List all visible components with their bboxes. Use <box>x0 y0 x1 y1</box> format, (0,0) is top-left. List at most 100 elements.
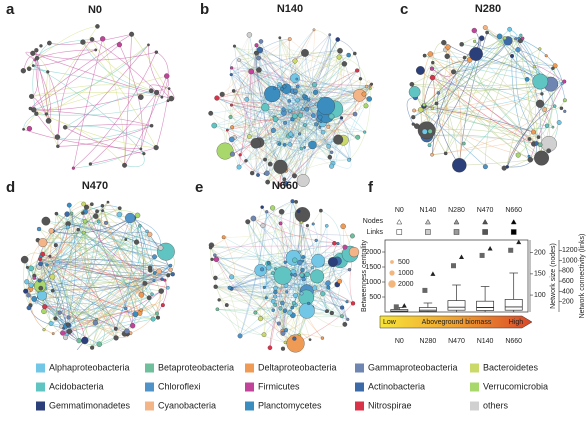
node <box>515 47 521 53</box>
node <box>310 269 325 284</box>
edge <box>224 34 250 152</box>
edge <box>231 288 328 312</box>
node <box>340 223 346 230</box>
edge <box>210 245 345 248</box>
edge <box>44 302 136 315</box>
node <box>49 273 56 280</box>
node <box>273 285 278 291</box>
node <box>290 73 300 84</box>
edge <box>231 67 350 161</box>
edge <box>156 280 167 314</box>
node <box>264 170 270 176</box>
edge <box>68 272 155 326</box>
node <box>231 89 236 93</box>
node <box>318 125 322 129</box>
edge <box>256 45 289 137</box>
node <box>287 37 292 41</box>
edge <box>253 218 335 244</box>
node <box>301 277 306 282</box>
size-legend-marker <box>388 280 396 288</box>
node <box>208 245 213 250</box>
edge <box>27 267 128 332</box>
edge <box>214 125 290 145</box>
node <box>208 110 214 116</box>
size-legend-label: 500 <box>398 259 410 266</box>
node <box>132 311 139 318</box>
node <box>83 204 90 210</box>
edge <box>231 74 248 100</box>
node <box>228 136 235 143</box>
node <box>562 79 567 84</box>
edge <box>148 44 172 99</box>
node <box>66 328 73 335</box>
edge <box>82 41 157 148</box>
edge <box>269 269 303 348</box>
node <box>60 330 66 336</box>
node <box>473 39 477 43</box>
node <box>256 173 260 177</box>
node <box>270 299 276 304</box>
edge <box>289 38 371 86</box>
edge <box>231 74 305 148</box>
edge <box>211 244 276 269</box>
node <box>154 89 160 96</box>
y3-tick-label: 800 <box>562 268 574 275</box>
node <box>320 336 325 340</box>
edge <box>232 86 285 155</box>
edge <box>453 71 548 127</box>
edge <box>83 203 142 295</box>
node <box>429 66 435 71</box>
node <box>254 43 259 48</box>
edge <box>34 298 69 318</box>
node <box>355 68 360 73</box>
node <box>34 55 40 61</box>
y2-tick-label: 150 <box>534 271 546 278</box>
node <box>168 267 173 272</box>
edge <box>23 56 36 71</box>
node <box>100 36 106 42</box>
y-tick-label: 2000 <box>365 249 381 256</box>
edge <box>253 52 257 144</box>
edge <box>255 201 297 313</box>
legend-swatch <box>355 363 364 373</box>
edge <box>230 74 271 165</box>
edge <box>33 109 157 148</box>
edge <box>210 113 240 168</box>
node <box>341 61 348 67</box>
node <box>542 107 548 112</box>
node <box>303 123 307 127</box>
node <box>326 285 331 290</box>
node <box>244 96 250 102</box>
node <box>92 320 99 326</box>
node <box>282 180 289 187</box>
edge <box>90 147 157 165</box>
y-axis-label: Betweenness centrality <box>361 240 368 312</box>
edge <box>283 84 316 110</box>
edge <box>261 272 265 335</box>
node <box>300 267 305 273</box>
node <box>147 43 150 47</box>
edge <box>306 34 331 110</box>
node <box>540 92 544 96</box>
node <box>38 238 48 248</box>
edge <box>301 141 332 153</box>
node <box>267 345 273 351</box>
edge <box>251 52 306 174</box>
node <box>158 288 164 294</box>
node <box>170 272 175 277</box>
edge <box>259 49 324 100</box>
edge <box>140 92 157 149</box>
edge <box>294 63 345 117</box>
edge <box>214 255 295 339</box>
node <box>273 159 288 174</box>
panel-label: c <box>400 1 408 18</box>
node <box>271 308 275 312</box>
legend-swatch <box>145 363 154 373</box>
edge <box>246 99 329 147</box>
node <box>485 30 489 35</box>
network-panel: d N470 <box>6 179 175 350</box>
edge <box>299 115 307 135</box>
edge <box>102 38 125 166</box>
node <box>266 261 271 265</box>
edge <box>463 35 522 144</box>
